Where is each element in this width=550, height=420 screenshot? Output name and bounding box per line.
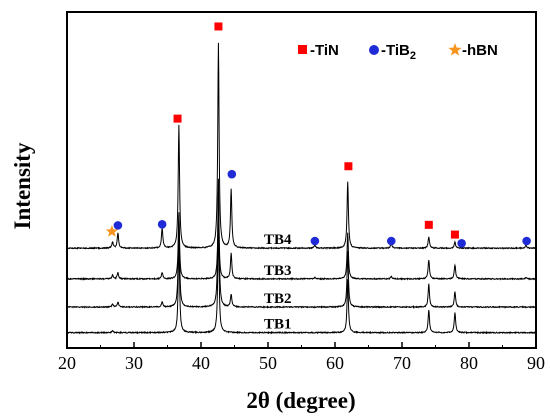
tib2-marker: [386, 236, 396, 246]
tib2-marker: [522, 236, 531, 246]
tin-marker: [424, 220, 433, 229]
x-tick-label: 30: [125, 353, 143, 373]
tib2-marker: [227, 169, 237, 179]
xrd-curve-tb3: [67, 202, 536, 281]
x-axis-ticks: 20 30 40 50 60 70 80 90: [58, 342, 545, 373]
tin-marker: [344, 162, 353, 171]
plot-frame: [66, 11, 537, 349]
phase-markers: [105, 22, 531, 248]
legend-circle-icon: [369, 45, 379, 55]
legend-star-icon: [448, 43, 462, 56]
tin-marker: [214, 22, 223, 31]
curve-labels: TB1 TB2 TB3 TB4: [264, 232, 292, 332]
y-axis-title: Intensity: [10, 142, 35, 229]
tib2-marker: [457, 238, 466, 248]
curve-label-tb2: TB2: [264, 291, 292, 307]
hbn-marker: [105, 225, 119, 237]
x-axis-title: 2θ (degree): [246, 388, 355, 413]
x-tick-label: 20: [58, 353, 76, 373]
tib2-marker: [157, 220, 167, 229]
legend-label: -TiN: [310, 42, 339, 59]
xrd-curve-tb1: [67, 224, 536, 335]
xrd-curve-tb4: [67, 42, 536, 251]
legend: -TiN -TiB2 -hBN: [298, 42, 498, 62]
tib2-marker: [310, 236, 320, 246]
tib2-marker: [113, 221, 123, 230]
tin-marker: [173, 114, 182, 123]
tin-marker: [450, 230, 459, 239]
legend-label: -hBN: [462, 42, 498, 59]
curve-label-tb1: TB1: [264, 317, 292, 333]
curve-label-tb3: TB3: [264, 263, 292, 279]
x-tick-label: 70: [393, 353, 411, 373]
x-tick-label: 60: [326, 353, 344, 373]
x-tick-label: 90: [527, 353, 545, 373]
xrd-curve-tb2: [67, 178, 536, 309]
x-tick-label: 40: [192, 353, 210, 373]
curve-label-tb4: TB4: [264, 232, 292, 248]
x-tick-label: 50: [259, 353, 277, 373]
legend-square-icon: [298, 45, 307, 54]
x-tick-label: 80: [460, 353, 478, 373]
legend-label: -TiB2: [381, 42, 416, 62]
curves-layer: [67, 42, 536, 335]
